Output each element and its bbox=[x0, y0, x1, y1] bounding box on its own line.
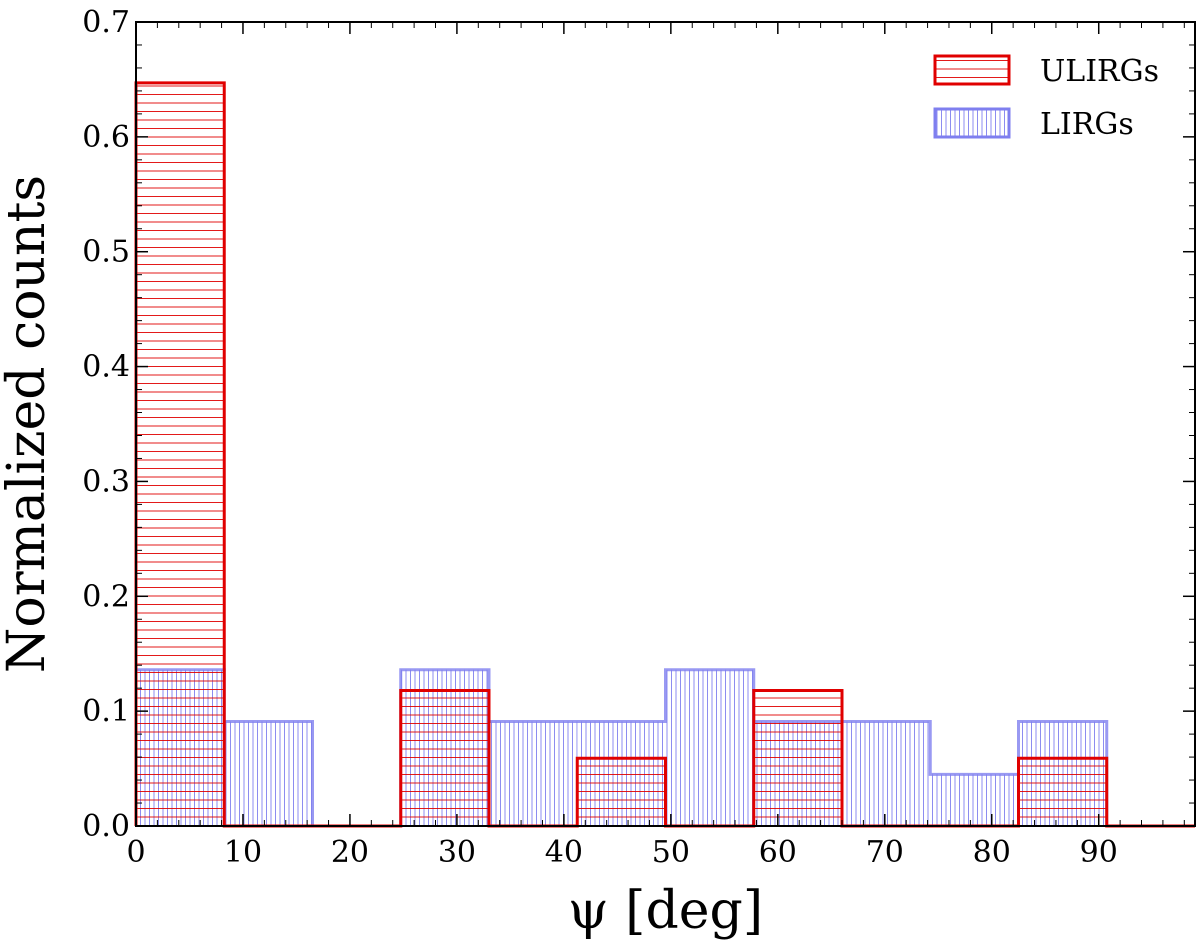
x-tick-label: 90 bbox=[1080, 835, 1118, 870]
legend-label-lirgs: LIRGs bbox=[1040, 107, 1134, 142]
bar-lirgs-9 bbox=[930, 774, 1019, 826]
y-tick-label: 0.2 bbox=[82, 579, 130, 614]
bar-lirgs-1 bbox=[224, 721, 313, 826]
bars-layer bbox=[134, 81, 1195, 828]
bar-ulirgs-5 bbox=[577, 758, 666, 826]
bar-ulirgs-10 bbox=[1018, 758, 1107, 826]
bar-lirgs-4 bbox=[489, 721, 578, 826]
bar-lirgs-6 bbox=[665, 669, 754, 826]
bar-ulirgs-0 bbox=[136, 82, 225, 827]
y-tick-label: 0.6 bbox=[82, 120, 130, 155]
x-tick-label: 60 bbox=[759, 835, 797, 870]
x-tick-label: 40 bbox=[545, 835, 583, 870]
bar-ulirgs-3 bbox=[400, 690, 489, 826]
bar-lirgs-8 bbox=[842, 721, 931, 826]
x-tick-label: 50 bbox=[652, 835, 690, 870]
legend: ULIRGs LIRGs bbox=[933, 54, 1159, 142]
x-tick-label: 10 bbox=[224, 835, 262, 870]
x-tick-label: 30 bbox=[438, 835, 476, 870]
y-axis-label: Normalized counts bbox=[0, 175, 57, 673]
legend-swatch-lirgs bbox=[933, 107, 1011, 139]
y-tick-label: 0.1 bbox=[82, 694, 130, 729]
bar-ulirgs-7 bbox=[753, 690, 842, 826]
legend-label-ulirgs: ULIRGs bbox=[1040, 54, 1159, 89]
x-tick-label: 0 bbox=[126, 835, 145, 870]
legend-swatch-ulirgs bbox=[933, 54, 1011, 86]
plot-frame bbox=[135, 21, 1196, 827]
x-tick-label: 70 bbox=[866, 835, 904, 870]
y-tick-label: 0.5 bbox=[82, 235, 130, 270]
x-axis-label: ψ [deg] bbox=[568, 881, 763, 941]
y-tick-label: 0.0 bbox=[82, 809, 130, 844]
step-outline-lirgs bbox=[134, 668, 1195, 828]
x-tick-label: 20 bbox=[331, 835, 369, 870]
y-tick-label: 0.4 bbox=[82, 350, 130, 385]
y-tick-label: 0.7 bbox=[82, 5, 130, 40]
y-tick-label: 0.3 bbox=[82, 464, 130, 499]
x-tick-label: 80 bbox=[973, 835, 1011, 870]
